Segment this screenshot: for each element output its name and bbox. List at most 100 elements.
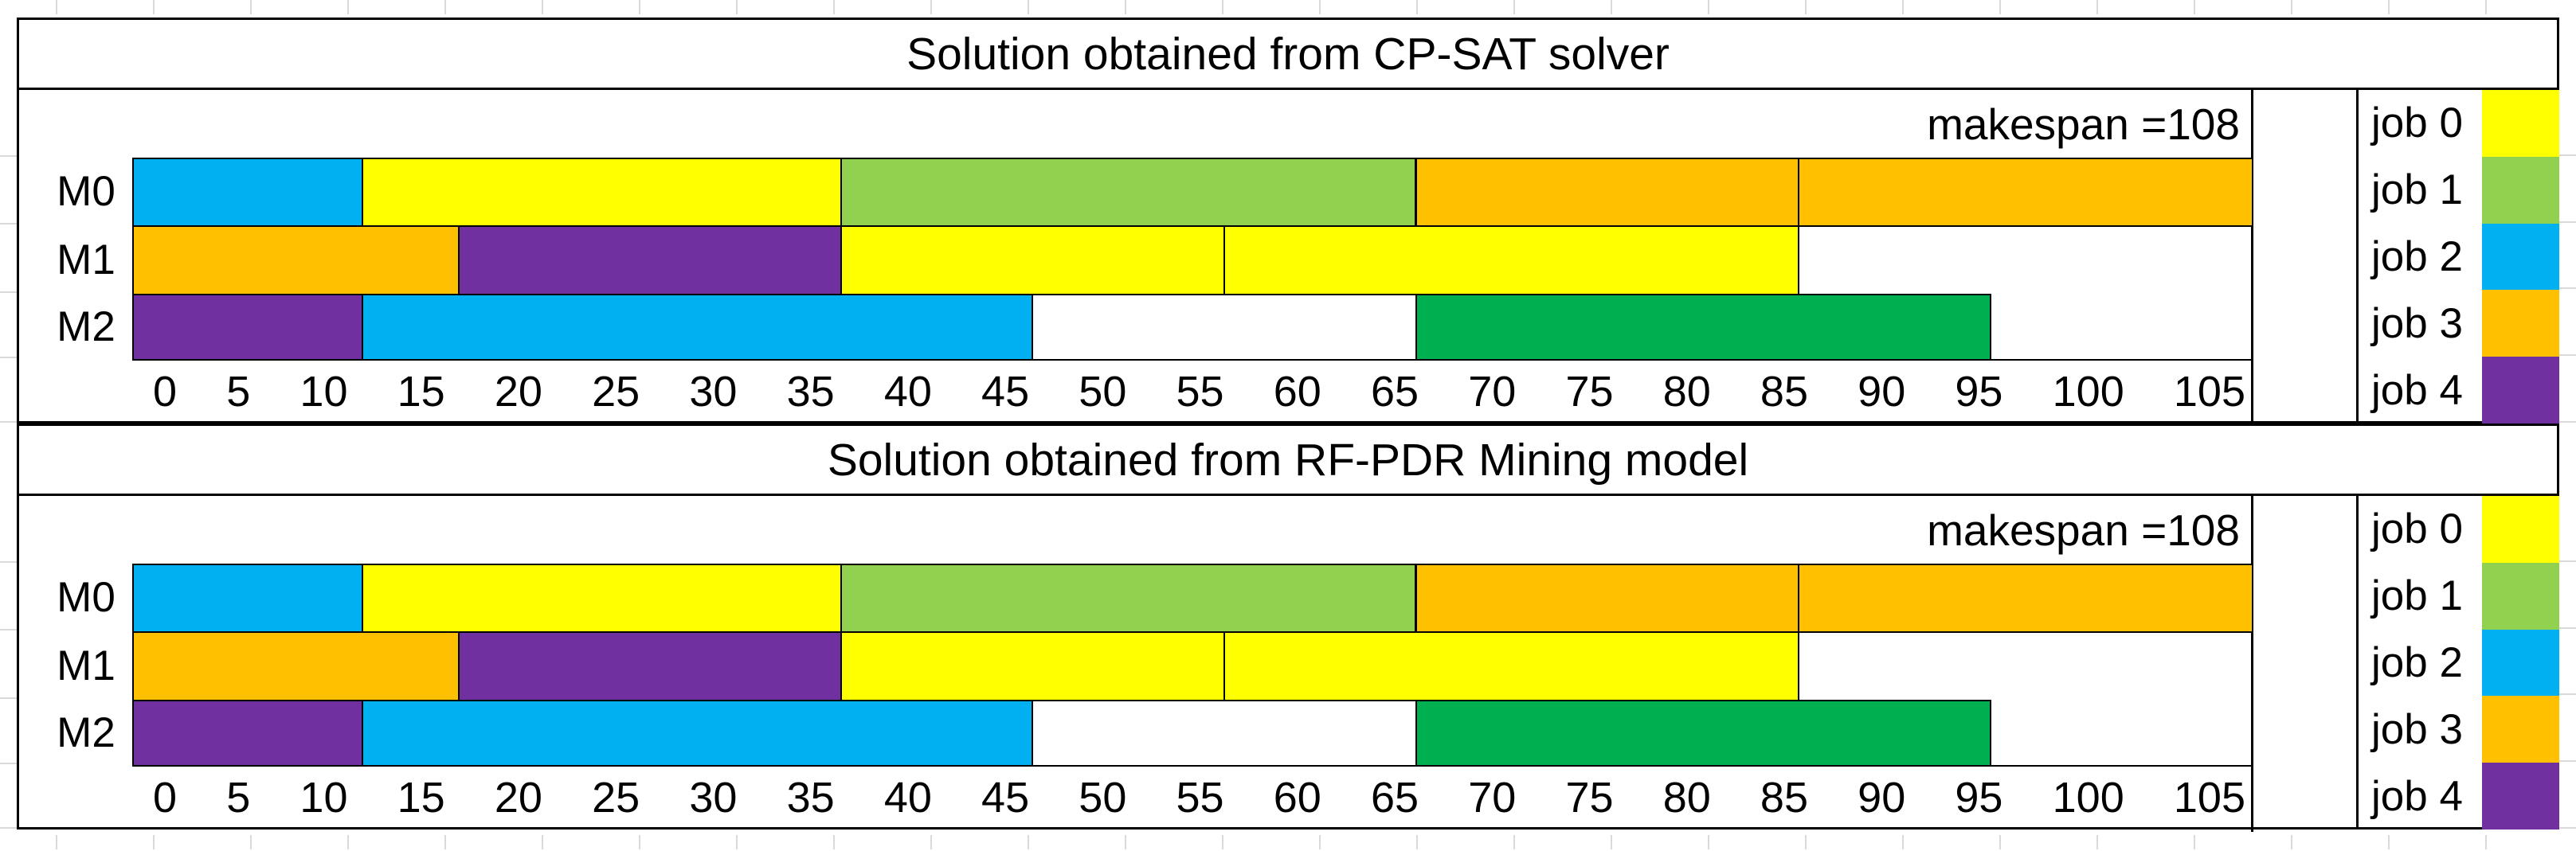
- axis-tick-label: 100: [2052, 368, 2124, 416]
- gridline-stub-top: [153, 0, 155, 14]
- gridline-stub-top: [542, 0, 543, 14]
- gantt-bar-job0: [362, 158, 842, 227]
- axis-tick-label: 35: [786, 368, 835, 416]
- gantt-bar-job2: [132, 158, 363, 227]
- axis-tick-label: 30: [689, 774, 738, 822]
- machine-label-m2: M2: [57, 709, 115, 756]
- gridline-stub-right: [2559, 221, 2576, 223]
- gridline-stub-bottom: [1222, 835, 1223, 849]
- gridline-stub-left: [0, 357, 17, 358]
- legend-swatch-job4: [2482, 357, 2559, 424]
- legend-swatch-job2: [2482, 223, 2559, 291]
- legend-item-label: job 1: [2371, 572, 2463, 620]
- axis-tick-label: 75: [1565, 368, 1614, 416]
- gridline-stub-bottom: [1708, 835, 1709, 849]
- legend-item-job2: job 2: [2356, 629, 2482, 697]
- gantt-chart-1: Solution obtained from CP-SAT solver make…: [17, 18, 2559, 426]
- axis-tick-label: 95: [1955, 774, 2003, 822]
- gridline-stub-top: [1125, 0, 1126, 14]
- gridline-stub-left: [0, 291, 17, 293]
- legend-item-job4: job 4: [2356, 763, 2482, 830]
- axis-tick-label: 80: [1662, 368, 1711, 416]
- gantt-bar-job4: [132, 294, 363, 361]
- axis-tick-label: 45: [981, 774, 1030, 822]
- axis-tick-label: 95: [1955, 368, 2003, 416]
- gridline-stub-top: [1028, 0, 1029, 14]
- gridline-stub-right: [2559, 560, 2576, 562]
- machine-label-m1: M1: [57, 236, 115, 283]
- legend-item-label: job 3: [2371, 705, 2463, 753]
- legend-item-label: job 4: [2371, 366, 2463, 414]
- legend-item-job3: job 3: [2356, 696, 2482, 763]
- chart-title: Solution obtained from RF-PDR Mining mod…: [827, 434, 1749, 486]
- axis-tick-label: 25: [592, 774, 640, 822]
- gridline-stub-left: [0, 155, 17, 157]
- plot-right-border: [2251, 88, 2253, 426]
- axis-tick-label: 90: [1858, 368, 1906, 416]
- gridline-stub-bottom: [1028, 835, 1029, 849]
- gridline-stub-right: [2559, 760, 2576, 763]
- gridline-stub-left: [0, 561, 17, 563]
- gantt-bar-job4: [132, 700, 363, 767]
- machine-label-m1: M1: [57, 642, 115, 689]
- gridline-stub-top: [2096, 0, 2098, 14]
- gridline-stub-bottom: [2194, 835, 2195, 849]
- machine-label-m2: M2: [57, 303, 115, 350]
- gridline-stub-bottom: [542, 835, 543, 849]
- gridline-stub-top: [56, 0, 57, 14]
- gridline-stub-top: [2194, 0, 2195, 14]
- axis-tick-label: 10: [299, 368, 348, 416]
- plot-right-border: [2251, 494, 2253, 832]
- gridline-stub-bottom: [56, 835, 57, 849]
- chart-title-row: Solution obtained from RF-PDR Mining mod…: [19, 426, 2557, 496]
- gridline-stub-top: [930, 0, 932, 14]
- gridline-stub-top: [1319, 0, 1321, 14]
- legend-swatch-job1: [2482, 156, 2559, 224]
- axis-tick-label: 10: [299, 774, 348, 822]
- legend-swatch-job0: [2482, 496, 2559, 563]
- axis-tick-label: 15: [397, 368, 445, 416]
- axis-tick-label: 85: [1760, 368, 1808, 416]
- axis-tick-label: 35: [786, 774, 835, 822]
- gridline-stub-right: [2559, 354, 2576, 357]
- legend-item-label: job 0: [2371, 100, 2463, 147]
- gridline-stub-top: [2388, 0, 2390, 14]
- time-axis: 0 5 10 15 20 25 30 35 40 45 50 55 60 65 70 75 80 85 90 95 10…: [132, 770, 2253, 826]
- legend-item-job1: job 1: [2356, 156, 2482, 224]
- makespan-label: makespan =108: [1927, 100, 2240, 149]
- gridline-stub-top: [639, 0, 640, 14]
- axis-tick-label: 55: [1176, 774, 1224, 822]
- gridline-stub-bottom: [250, 835, 252, 849]
- gantt-bar-job3: [1798, 158, 2253, 227]
- time-axis: 0 5 10 15 20 25 30 35 40 45 50 55 60 65 70 75 80 85 90 95 10…: [132, 364, 2253, 420]
- gridline-stub-bottom: [1319, 835, 1321, 849]
- gridline-stub-top: [2485, 0, 2487, 14]
- gridline-stub-bottom: [153, 835, 155, 849]
- gantt-bar-job1: [840, 158, 1416, 227]
- legend-item-label: job 2: [2371, 232, 2463, 280]
- axis-tick-label: 0: [153, 774, 178, 822]
- gridline-stub-top: [1416, 0, 1418, 14]
- gridline-stub-top: [444, 0, 446, 14]
- axis-tick-label: 20: [494, 774, 542, 822]
- axis-tick-label: 40: [883, 774, 932, 822]
- gantt-bar-job0: [1223, 631, 1799, 701]
- gridline-stub-bottom: [2485, 835, 2487, 849]
- gridline-stub-bottom: [639, 835, 640, 849]
- gridline-stub-top: [347, 0, 349, 14]
- gridline-stub-top: [1902, 0, 1904, 14]
- axis-tick-label: 90: [1858, 774, 1906, 822]
- axis-tick-label: 15: [397, 774, 445, 822]
- machine-label-m0: M0: [57, 168, 115, 215]
- gridline-stub-left: [0, 629, 17, 630]
- gridline-stub-bottom: [347, 835, 349, 849]
- axis-top-line: [132, 359, 2253, 361]
- axis-tick-label: 45: [981, 368, 1030, 416]
- gridline-stub-top: [1513, 0, 1515, 14]
- gantt-bar-job1: [1415, 294, 1991, 361]
- legend-swatch-job1: [2482, 562, 2559, 630]
- gridline-stub-top: [833, 0, 835, 14]
- gantt-bar-job1: [840, 564, 1416, 633]
- gantt-bar-job0: [1223, 225, 1799, 295]
- gantt-bar-job0: [840, 225, 1225, 295]
